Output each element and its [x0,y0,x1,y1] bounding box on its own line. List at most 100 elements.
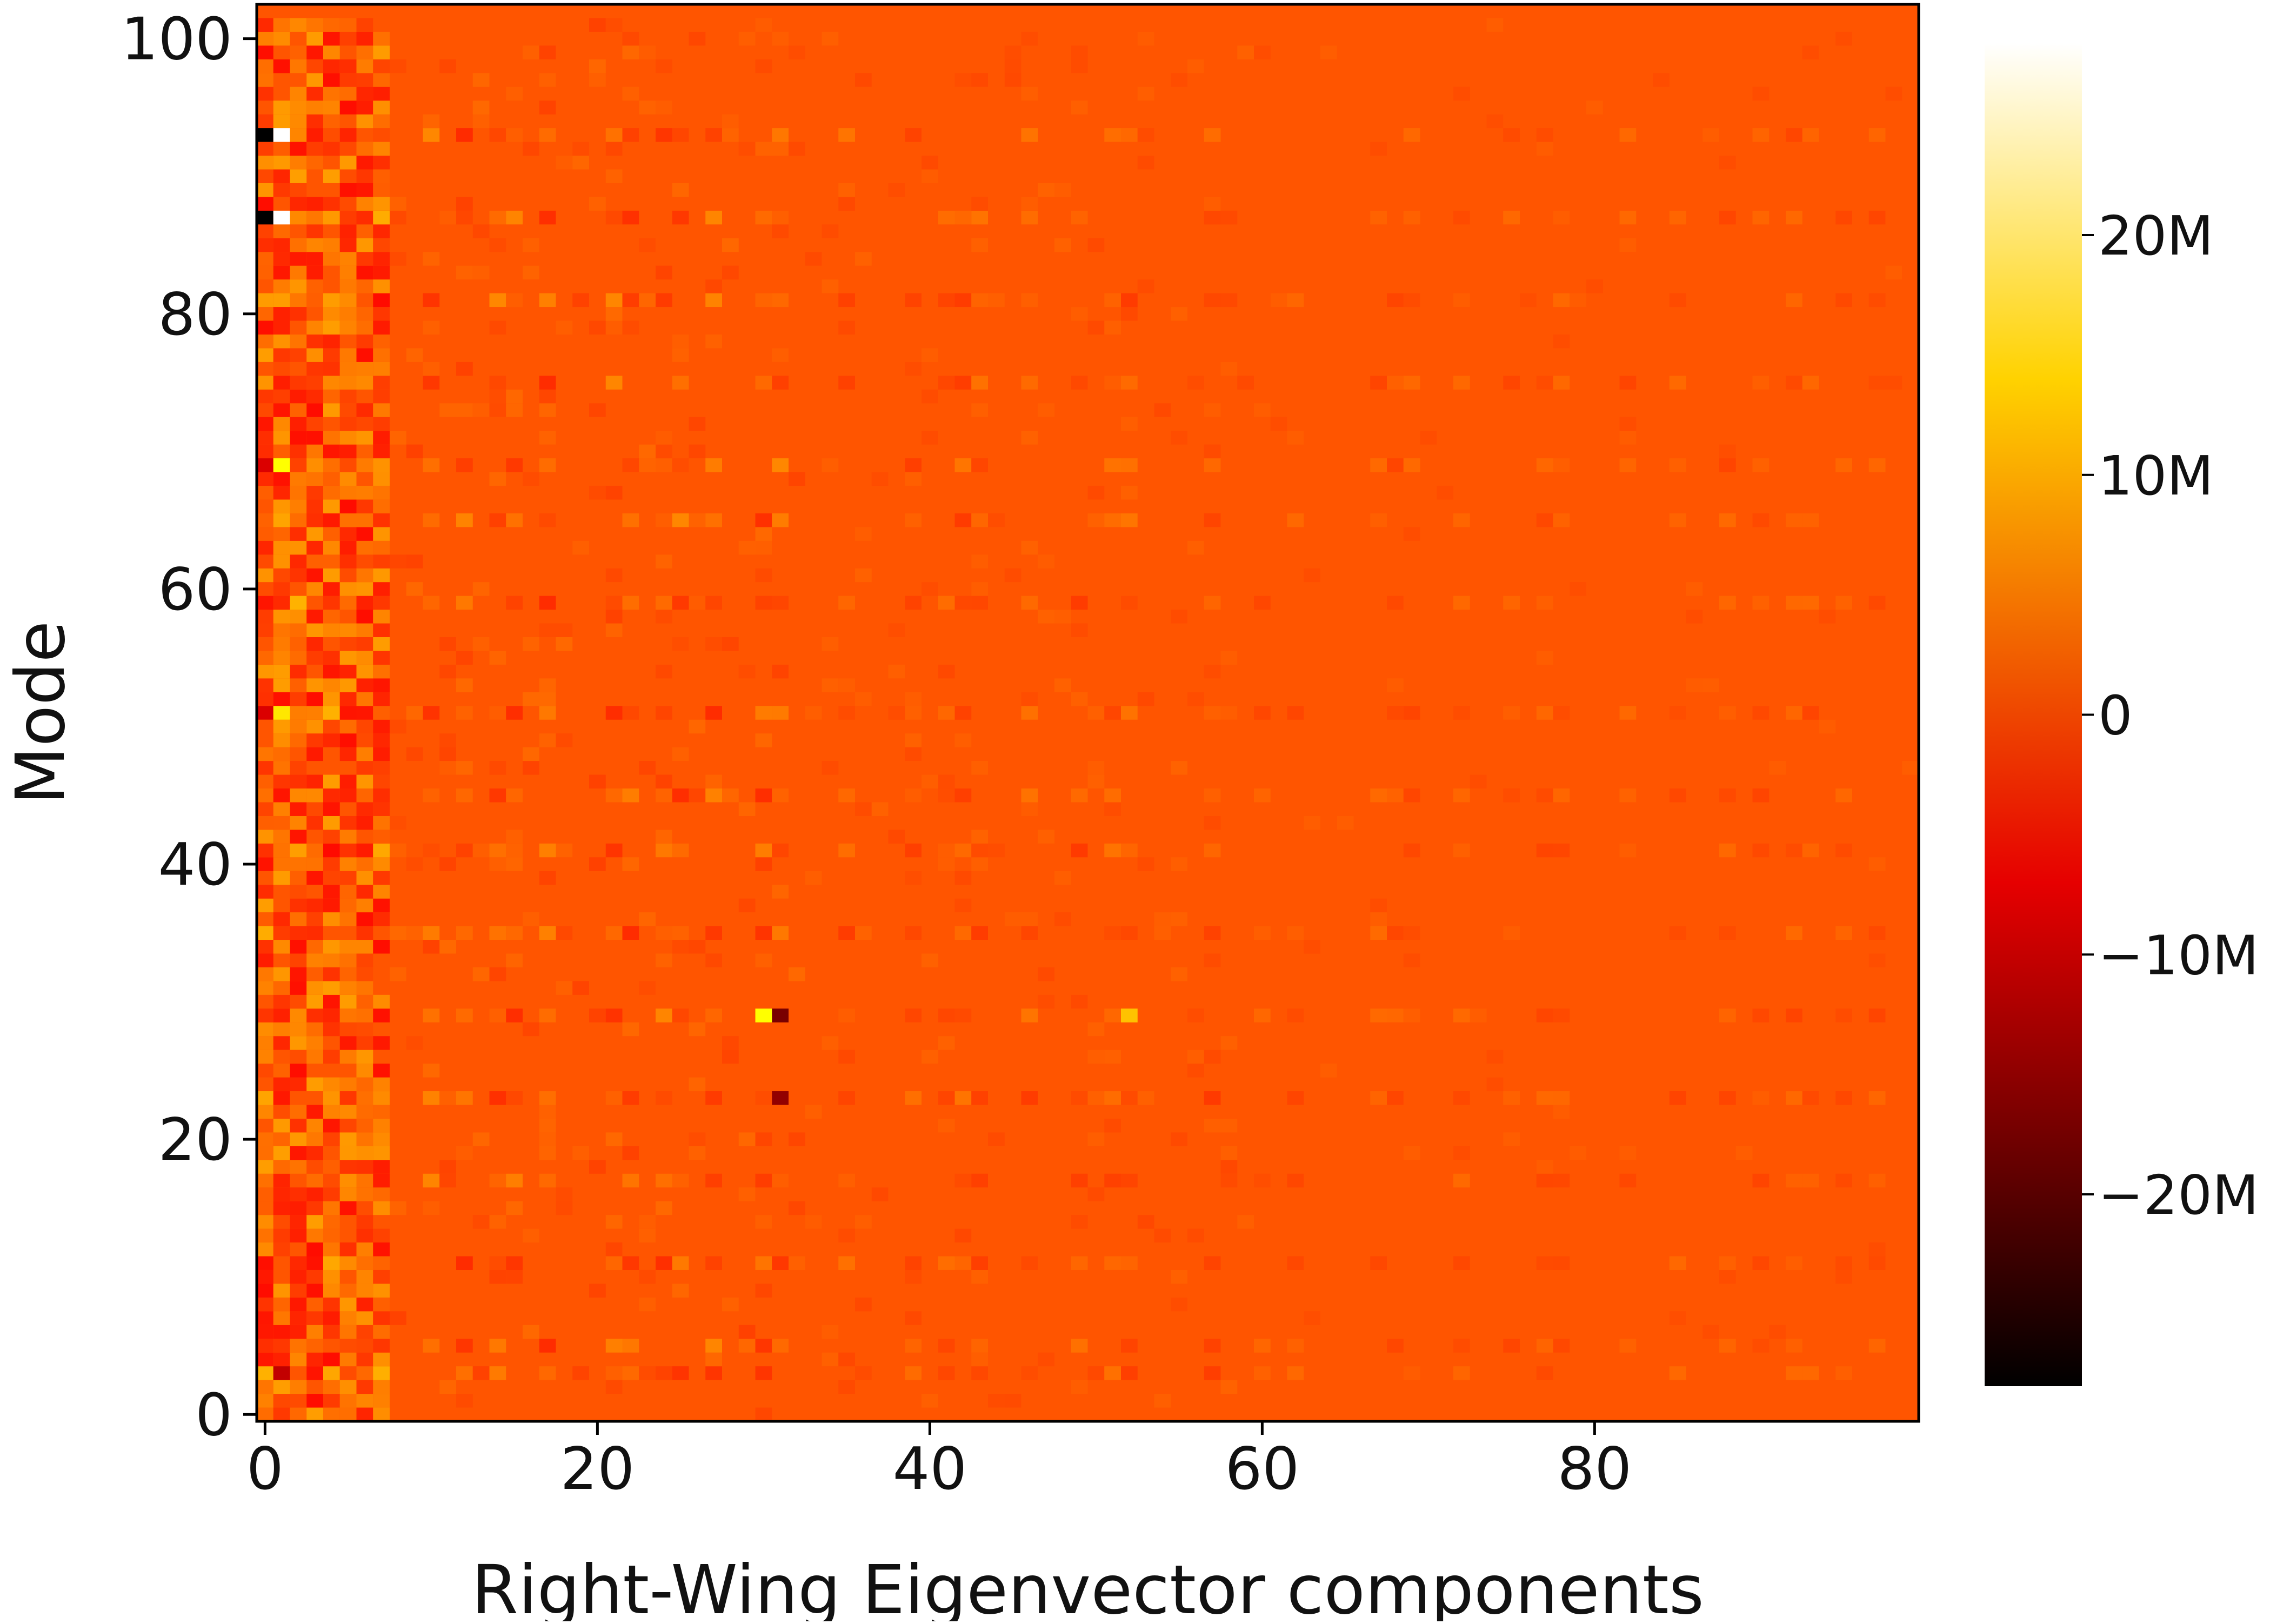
heatmap-cell [954,788,972,803]
heatmap-cell [356,885,373,899]
heatmap-cell [1254,1008,1271,1022]
heatmap-cell [1054,610,1071,624]
heatmap-cell [1570,293,1586,308]
heatmap-cell [257,1201,273,1215]
heatmap-cell [988,843,1005,858]
heatmap-cell [257,664,273,679]
heatmap-cell [1104,1173,1121,1188]
heatmap-cell [1038,994,1054,1009]
heatmap-cell [290,334,307,349]
heatmap-cell [539,692,556,706]
heatmap-cell [257,540,273,555]
heatmap-cell [257,898,273,913]
heatmap-cell [356,1173,373,1188]
heatmap-cell [339,472,357,486]
heatmap-cell [1171,307,1187,321]
heatmap-cell [838,293,855,308]
heatmap-cell [290,101,307,115]
heatmap-cell [290,1380,307,1394]
heatmap-cell [290,623,307,637]
heatmap-cell [705,788,722,803]
heatmap-cell [290,1325,307,1339]
heatmap-cell [539,128,556,142]
heatmap-cell [472,1366,490,1380]
heatmap-cell [822,1352,839,1367]
heatmap-cell [672,1366,689,1380]
heatmap-cell [1171,1269,1187,1284]
heatmap-cell [705,1091,722,1105]
heatmap-cell [954,458,972,472]
heatmap-cell [423,1339,440,1353]
heatmap-cell [556,1201,573,1215]
heatmap-cell [838,706,855,720]
heatmap-cell [1387,596,1404,610]
heatmap-cell [622,926,639,940]
heatmap-cell [1769,1325,1786,1339]
heatmap-cell [605,485,623,500]
heatmap-cell [339,733,357,747]
heatmap-cell [656,444,672,459]
heatmap-cell [1104,513,1121,527]
heatmap-cell [772,664,789,679]
heatmap-cell [373,898,390,913]
heatmap-cell [406,444,423,459]
heatmap-cell [273,651,290,665]
heatmap-cell [922,169,938,183]
heatmap-cell [1121,926,1138,940]
heatmap-cell [838,1256,855,1270]
heatmap-cell [1137,857,1154,871]
heatmap-cell [789,142,805,156]
heatmap-cell [855,568,872,583]
heatmap-cell [672,940,689,954]
heatmap-cell [290,252,307,266]
heatmap-cell [257,1407,273,1421]
heatmap-cell [306,1201,323,1215]
heatmap-cell [905,747,922,761]
heatmap-cell [838,843,855,858]
heatmap-cell [339,444,357,459]
heatmap-cell [1802,1091,1819,1105]
heatmap-cell [306,513,323,527]
heatmap-cell [755,18,772,32]
heatmap-cell [938,1339,955,1353]
heatmap-cell [339,940,357,954]
heatmap-cell [888,830,905,844]
heatmap-cell [273,431,290,445]
heatmap-cell [1220,1160,1238,1174]
heatmap-cell [373,252,390,266]
heatmap-cell [506,1256,523,1270]
heatmap-cell [373,692,390,706]
heatmap-cell [506,1008,523,1022]
heatmap-cell [306,1077,323,1092]
heatmap-cell [1370,458,1387,472]
heatmap-cell [339,1077,357,1092]
heatmap-cell [589,403,606,417]
heatmap-cell [339,458,357,472]
heatmap-cell [489,761,506,775]
heatmap-cell [1719,513,1736,527]
heatmap-cell [356,692,373,706]
heatmap-cell [1370,142,1387,156]
heatmap-cell [689,719,706,734]
heatmap-cell [506,706,523,720]
heatmap-cell [323,1269,340,1284]
heatmap-cell [1719,210,1736,225]
heatmap-cell [838,376,855,390]
heatmap-cell [1453,513,1470,527]
heatmap-cell [605,568,623,583]
heatmap-cell [306,816,323,830]
heatmap-cell [605,1366,623,1380]
heatmap-cell [423,596,440,610]
heatmap-cell [772,142,789,156]
heatmap-cell [339,376,357,390]
heatmap-cell [1187,1050,1204,1064]
heatmap-cell [339,774,357,789]
heatmap-cell [373,1160,390,1174]
heatmap-cell [356,912,373,926]
heatmap-cell [306,540,323,555]
heatmap-cell [838,320,855,335]
heatmap-cell [356,623,373,637]
heatmap-cell [755,733,772,747]
heatmap-cell [656,1256,672,1270]
heatmap-cell [273,1064,290,1078]
